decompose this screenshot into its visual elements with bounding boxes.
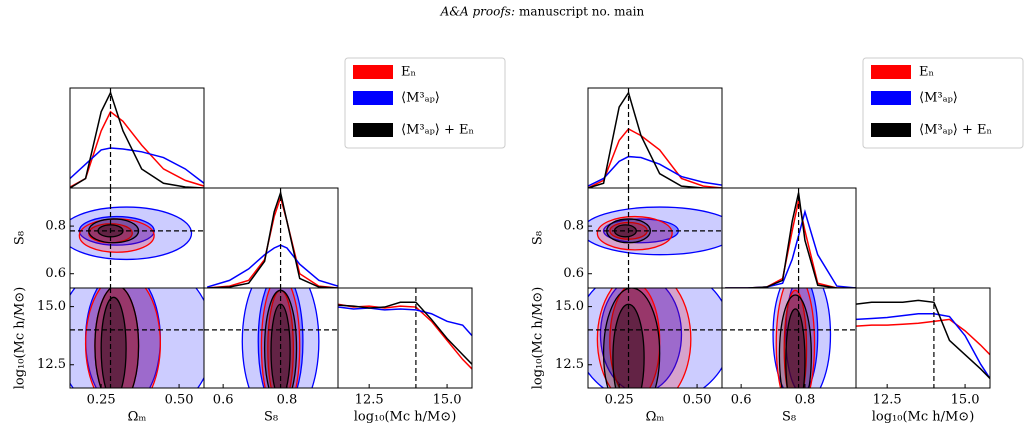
marginal-curve (207, 194, 338, 288)
y-axis-label: log₁₀(Mc h/M⊙) (531, 287, 546, 390)
legend-swatch (871, 91, 911, 105)
contour (100, 296, 127, 388)
contour (785, 308, 806, 388)
y-tick-label: 0.6 (45, 266, 66, 281)
x-tick-label: 0.8 (277, 393, 298, 408)
x-tick-label: 12.5 (873, 393, 902, 408)
marginal-curve (206, 244, 338, 288)
y-tick-label: 0.8 (45, 219, 66, 234)
legend-label: ⟨M³ₐₚ⟩ (919, 91, 958, 106)
marginal-curve (856, 318, 990, 356)
x-tick-label: 0.6 (731, 393, 752, 408)
panel (338, 288, 472, 388)
legend-label: Eₙ (919, 65, 934, 80)
x-tick-label: 0.6 (213, 393, 234, 408)
panel (70, 88, 204, 188)
contour (778, 294, 812, 388)
x-tick-label: 15.0 (433, 393, 462, 408)
contour (94, 288, 140, 388)
legend-swatch (871, 65, 911, 79)
legend-label: ⟨M³ₐₚ⟩ + Eₙ (919, 123, 992, 138)
legend-label: Eₙ (401, 65, 416, 80)
x-tick-label: 15.0 (951, 393, 980, 408)
panel (722, 288, 856, 388)
x-axis-label: log₁₀(Mc h/M⊙) (354, 410, 457, 425)
legend-label: ⟨M³ₐₚ⟩ (401, 91, 440, 106)
panel (588, 188, 722, 288)
marginal-curve (338, 301, 472, 365)
y-tick-label: 15.0 (555, 299, 584, 314)
y-tick-label: 0.8 (563, 219, 584, 234)
contour (783, 289, 808, 388)
marginal-curve (70, 90, 204, 188)
marginal-curve (588, 155, 722, 187)
y-tick-label: 12.5 (555, 357, 584, 372)
x-tick-label: 0.25 (87, 393, 116, 408)
legend-swatch (353, 65, 393, 79)
y-tick-label: 12.5 (37, 357, 66, 372)
marginal-curve (856, 299, 990, 380)
contour (270, 303, 291, 388)
panel-frame (721, 287, 857, 389)
y-axis-label: log₁₀(Mc h/M⊙) (13, 287, 28, 390)
marginal-curve (338, 306, 472, 337)
y-axis-label: S₈ (531, 231, 546, 245)
legend-swatch (871, 123, 911, 137)
panel (856, 288, 990, 388)
panel (204, 288, 338, 388)
contour (596, 288, 692, 388)
marginal-curve (338, 303, 472, 370)
y-tick-label: 15.0 (37, 299, 66, 314)
panel (70, 288, 204, 388)
panel (725, 188, 856, 288)
x-tick-label: 0.50 (683, 393, 712, 408)
x-tick-label: 0.50 (165, 393, 194, 408)
x-axis-label: log₁₀(Mc h/M⊙) (872, 410, 975, 425)
panel (206, 188, 338, 288)
x-axis-label: S₈ (782, 410, 796, 425)
x-tick-label: 0.8 (795, 393, 816, 408)
panel (588, 288, 722, 388)
marginal-curve (725, 200, 856, 288)
y-tick-label: 0.6 (563, 266, 584, 281)
y-axis-label: S₈ (13, 231, 28, 245)
x-tick-label: 0.25 (605, 393, 634, 408)
x-axis-label: S₈ (264, 410, 278, 425)
contour (70, 288, 204, 388)
contour (599, 288, 683, 388)
panel (588, 88, 722, 188)
legend-label: ⟨M³ₐₚ⟩ + Eₙ (401, 123, 474, 138)
panel-frame (203, 187, 339, 289)
contour (602, 288, 661, 388)
manuscript: manuscript no. main (519, 5, 645, 19)
contour (785, 288, 819, 388)
x-axis-label: Ωₘ (128, 410, 147, 425)
marginal-curve (70, 110, 204, 188)
legend-swatch (353, 123, 393, 137)
journal: A&A proofs: (440, 5, 515, 19)
marginal-curve (856, 312, 990, 379)
x-axis-label: Ωₘ (646, 410, 665, 425)
marginal-curve (588, 90, 722, 188)
panel (70, 188, 204, 288)
marginal-curve (207, 189, 338, 288)
contour (613, 224, 637, 238)
legend-swatch (353, 91, 393, 105)
x-tick-label: 12.5 (355, 393, 384, 408)
marginal-curve (725, 209, 856, 288)
panel-frame (203, 287, 339, 389)
